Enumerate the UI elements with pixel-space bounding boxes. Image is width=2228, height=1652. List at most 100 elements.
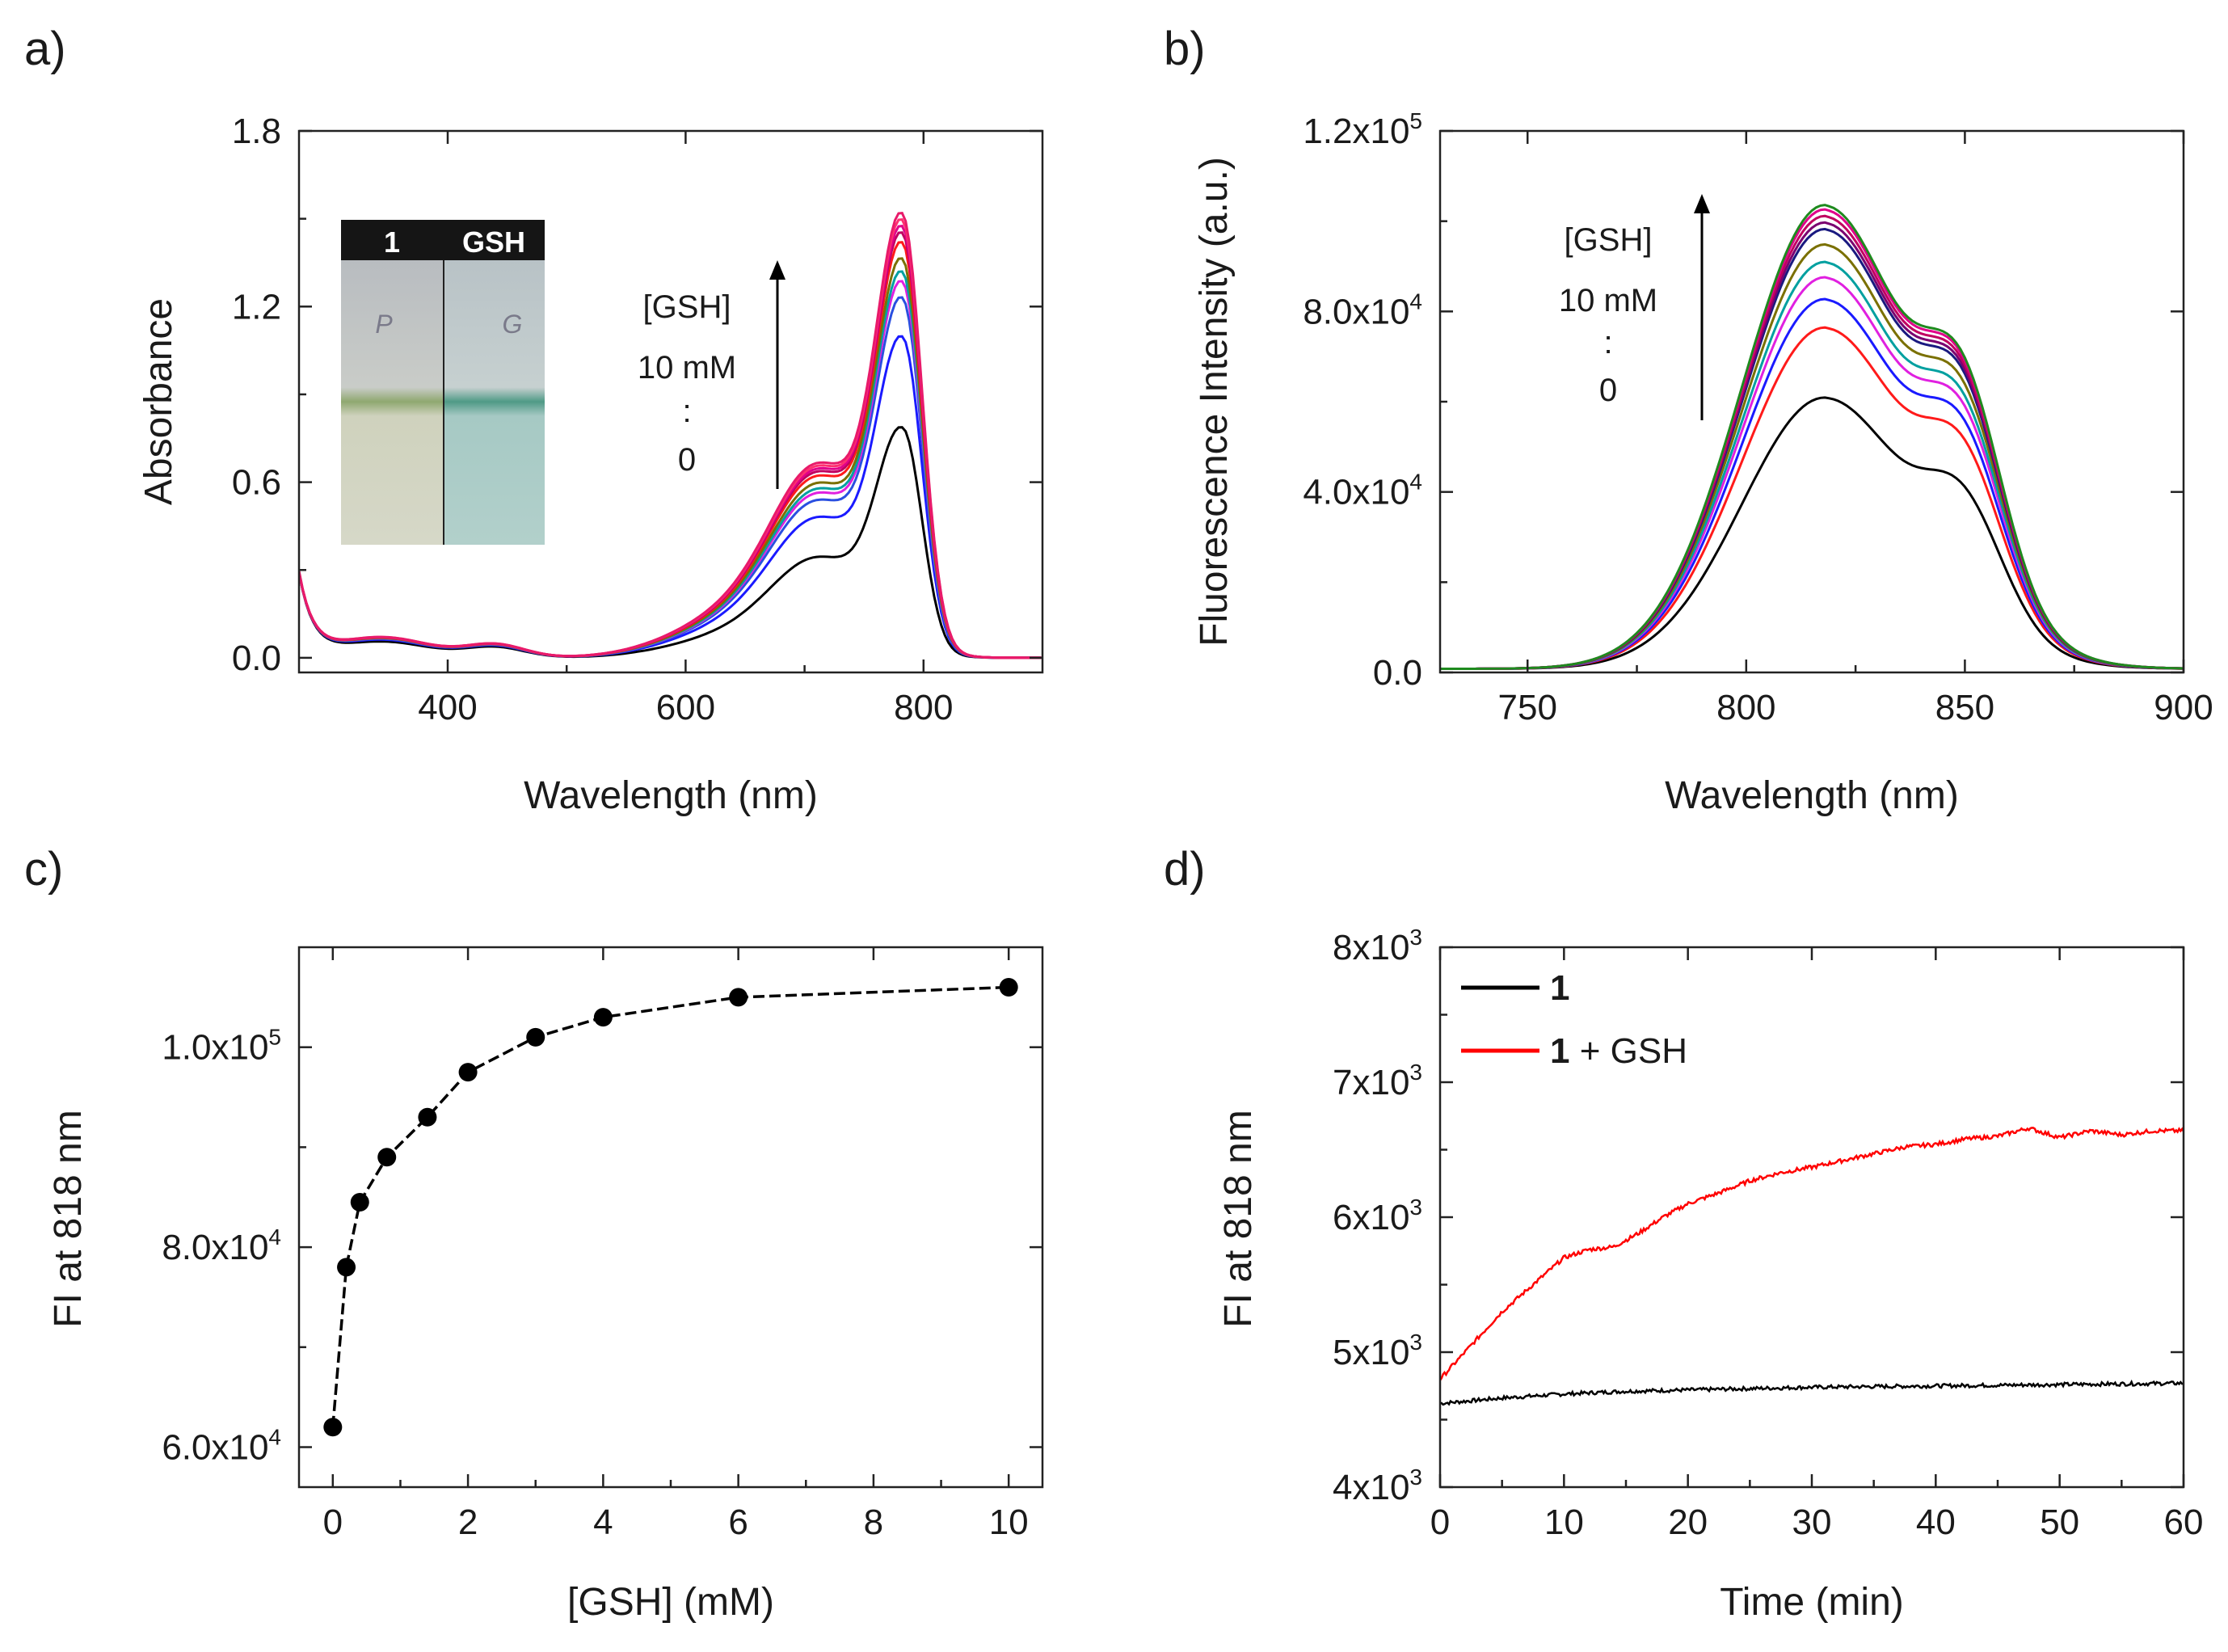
y-tick-label-1: 0.6 <box>232 463 281 503</box>
x-tick-label-0: 0 <box>323 1502 343 1542</box>
fi-vs-gsh-point-7 <box>593 1008 613 1027</box>
y-tick-label-0: 0.0 <box>232 638 281 678</box>
fluorescence-series-2 <box>1440 297 2184 670</box>
y-tick-label-3: 1.8 <box>232 112 281 151</box>
annot-a-arrow-head <box>769 260 785 280</box>
x-tick-label-1: 600 <box>656 688 715 727</box>
y-tick-label-2: 1.0x105 <box>162 1025 281 1068</box>
chart-d-frame <box>1438 946 2185 1489</box>
chart-a-ylabel: Absorbance <box>137 298 180 505</box>
panel-label-a: a) <box>24 23 66 75</box>
chart-d-ticks: 0 10 20 30 40 50 60 4x103 5x103 6x103 7x103 8x103 <box>1333 925 2203 1542</box>
x-tick-label-2: 20 <box>1668 1502 1708 1542</box>
absorbance-series-0 <box>299 426 1042 660</box>
chart-d-legend: 1 1 + GSH <box>1461 968 1687 1071</box>
annot-a-middle: : <box>682 394 691 429</box>
x-tick-label-3: 30 <box>1792 1502 1832 1542</box>
chart-a-gsh-annotation: [GSH] 10 mM : 0 <box>638 260 785 489</box>
y-tick-label-3: 1.2x105 <box>1303 108 1422 151</box>
fluorescence-series-10 <box>1440 204 2184 670</box>
chart-c-ylabel: FI at 818 nm <box>47 1110 90 1327</box>
fluorescence-series-0 <box>1440 396 2184 670</box>
y-tick-label-0: 6.0x104 <box>162 1425 281 1468</box>
x-tick-label-4: 8 <box>864 1502 883 1542</box>
x-tick-label-4: 40 <box>1916 1502 1956 1542</box>
chart-a-frame <box>297 129 1044 674</box>
panel-label-b: b) <box>1164 23 1206 75</box>
fi-vs-gsh-point-0 <box>323 1418 343 1437</box>
x-tick-label-0: 400 <box>418 688 477 727</box>
chart-a-ticks: 400 600 800 0.0 0.6 1.2 1.8 <box>232 112 1042 727</box>
chart-b-ticks: 750 800 850 900 0.0 4.0x104 8.0x104 1.2x105 <box>1303 108 2213 727</box>
chart-a-xlabel: Wavelength (nm) <box>524 774 818 817</box>
vial-mark-right: G <box>503 310 523 339</box>
inset-label-gsh: GSH <box>462 225 525 259</box>
annot-a-bottom: 0 <box>678 442 696 478</box>
fluorescence-series-4 <box>1440 260 2184 670</box>
annot-b-bottom: 0 <box>1599 373 1617 408</box>
chart-c-ticks: 0 2 4 6 8 10 6.0x104 8.0x104 1.0x105 <box>162 947 1042 1542</box>
chart-d-ylabel: FI at 818 nm <box>1217 1110 1260 1327</box>
fi-vs-gsh-point-1 <box>337 1258 356 1277</box>
y-tick-label-1: 4.0x104 <box>1303 470 1422 512</box>
chart-a: 400 600 800 0.0 0.6 1.2 1.8 Wavelength (nm) Ab… <box>137 112 1044 817</box>
chart-d-series <box>1439 1127 2185 1406</box>
x-tick-label-2: 800 <box>894 688 953 727</box>
x-tick-label-5: 10 <box>989 1502 1029 1542</box>
vial-left <box>341 259 443 545</box>
fluorescence-series-6 <box>1440 227 2184 670</box>
annot-a-label: [GSH] <box>643 289 731 325</box>
fi-vs-gsh-point-9 <box>999 977 1018 997</box>
fi-vs-gsh-line <box>331 985 1009 1427</box>
legend-label-2: 1 + GSH <box>1550 1031 1687 1071</box>
legend-label-1: 1 <box>1550 968 1569 1008</box>
time-series-1 <box>1439 1127 2185 1381</box>
chart-b: 750 800 850 900 0.0 4.0x104 8.0x104 1.2x105 Wav… <box>1193 108 2213 817</box>
chart-c-series <box>323 977 1018 1437</box>
x-tick-label-0: 750 <box>1498 688 1557 727</box>
chart-b-xlabel: Wavelength (nm) <box>1665 774 1959 817</box>
chart-b-ylabel: Fluorescence Intensity (a.u.) <box>1193 157 1236 647</box>
inset-header <box>341 220 545 260</box>
y-tick-label-0: 4x103 <box>1333 1464 1422 1507</box>
vial-right <box>444 259 545 545</box>
x-tick-label-0: 0 <box>1430 1502 1450 1542</box>
y-tick-label-4: 8x103 <box>1333 925 1422 967</box>
x-tick-label-1: 10 <box>1544 1502 1584 1542</box>
panel-label-c: c) <box>24 843 63 896</box>
y-tick-label-1: 5x103 <box>1333 1330 1422 1372</box>
annot-b-label: [GSH] <box>1565 222 1653 258</box>
fluorescence-series-7 <box>1440 221 2184 670</box>
x-tick-label-3: 6 <box>728 1502 748 1542</box>
y-tick-label-1: 8.0x104 <box>162 1224 281 1267</box>
chart-a-series <box>299 212 1042 660</box>
fi-vs-gsh-point-8 <box>729 988 748 1007</box>
x-tick-label-2: 850 <box>1935 688 1994 727</box>
chart-c-xlabel: [GSH] (mM) <box>567 1581 774 1624</box>
y-tick-label-3: 7x103 <box>1333 1060 1422 1102</box>
chart-d-xlabel: Time (min) <box>1720 1581 1904 1624</box>
x-tick-label-2: 4 <box>593 1502 613 1542</box>
y-tick-label-2: 6x103 <box>1333 1195 1422 1237</box>
x-tick-label-1: 800 <box>1716 688 1775 727</box>
absorbance-series-10 <box>299 212 1042 660</box>
chart-b-gsh-annotation: [GSH] 10 mM : 0 <box>1559 194 1710 420</box>
chart-b-series <box>1440 204 2184 670</box>
time-series-0 <box>1439 1379 2184 1406</box>
x-tick-label-1: 2 <box>458 1502 478 1542</box>
annot-b-arrow-head <box>1694 194 1710 213</box>
fi-vs-gsh-point-5 <box>458 1063 478 1082</box>
annot-b-top: 10 mM <box>1559 283 1657 318</box>
annot-b-middle: : <box>1603 325 1612 360</box>
fluorescence-series-3 <box>1440 276 2184 670</box>
panel-label-d: d) <box>1164 843 1206 896</box>
fluorescence-series-1 <box>1440 326 2184 670</box>
y-tick-label-0: 0.0 <box>1373 653 1422 693</box>
chart-d: 0 10 20 30 40 50 60 4x103 5x103 6x103 7x103 8x103 T… <box>1217 925 2203 1624</box>
fi-vs-gsh-point-2 <box>350 1192 369 1212</box>
x-tick-label-6: 60 <box>2164 1502 2204 1542</box>
fi-vs-gsh-point-3 <box>377 1148 397 1167</box>
annot-a-top: 10 mM <box>638 350 736 386</box>
